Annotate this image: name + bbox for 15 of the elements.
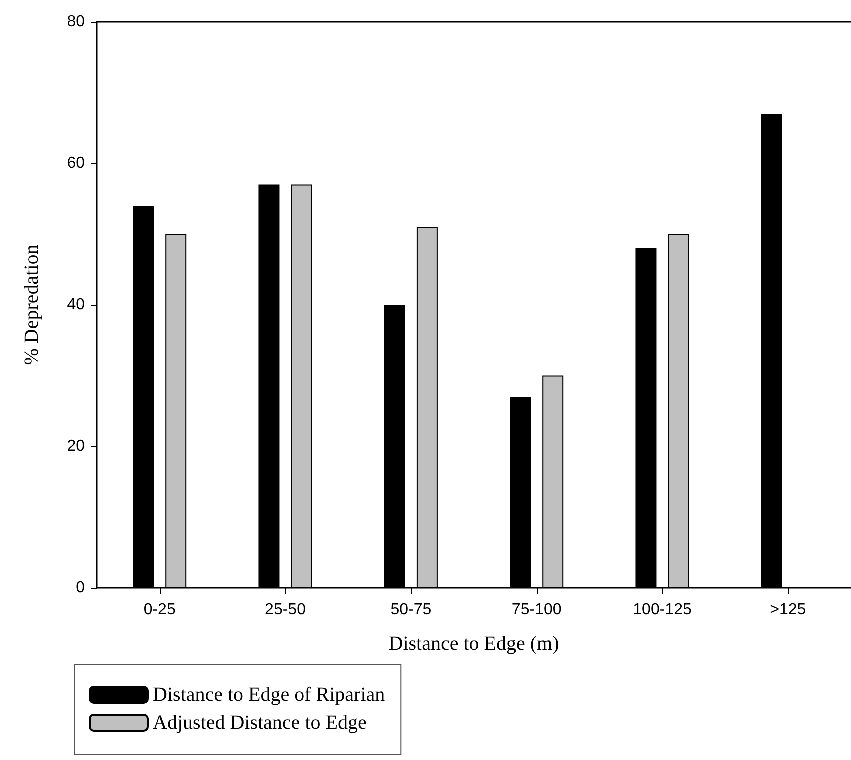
y-tick-label: 0 <box>76 580 86 596</box>
legend-label: Adjusted Distance to Edge <box>153 712 367 734</box>
x-tick-label: 50-75 <box>390 602 432 618</box>
x-tick-label: 0-25 <box>144 602 176 618</box>
x-tick-label: >125 <box>770 602 806 618</box>
y-tick-label: 20 <box>67 438 86 455</box>
legend-label: Distance to Edge of Riparian <box>153 684 386 706</box>
x-tick-label: 75-100 <box>512 602 562 618</box>
y-axis-title: % Depredation <box>21 244 43 366</box>
x-tick-label: 25-50 <box>265 602 306 618</box>
y-tick-label: 40 <box>67 296 86 314</box>
x-tick-label: 100-125 <box>633 602 692 618</box>
y-tick-label: 60 <box>67 155 86 172</box>
y-tick-label: 80 <box>67 14 86 30</box>
x-axis-title: Distance to Edge (m) <box>388 633 560 655</box>
